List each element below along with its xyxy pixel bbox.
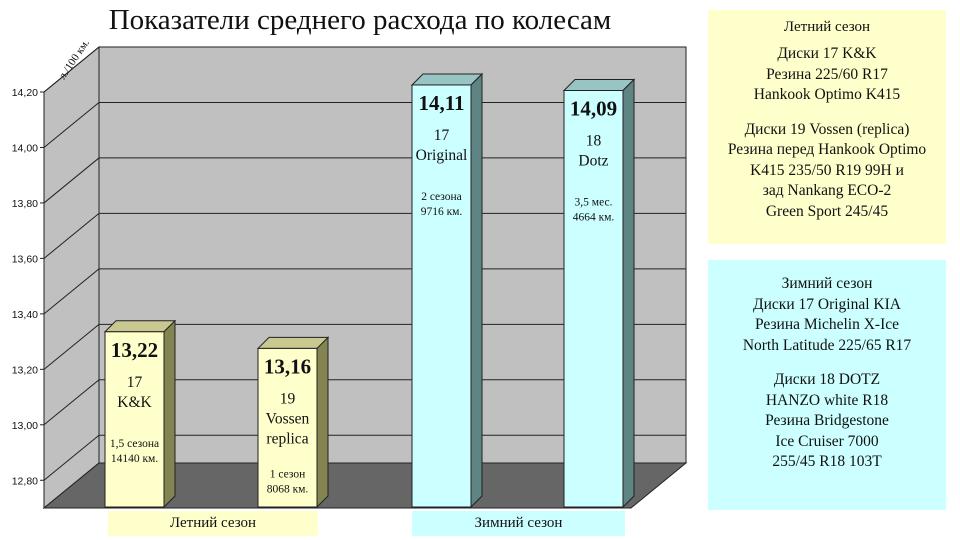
winter-info-line: Диски 17 Original KIA [753, 295, 901, 313]
bar-value-label: 13,22 [111, 338, 158, 362]
summer-info-line: Green Sport 245/45 [765, 202, 889, 220]
bar-wheel-label: replica [266, 430, 308, 447]
gridline [43, 46, 686, 93]
bar-note-label: 1,5 сезона [110, 438, 159, 450]
gridline [43, 323, 686, 370]
bar-value-label: 14,11 [418, 91, 464, 115]
bar-wheel-label: 18 [586, 133, 602, 150]
bar-value-label: 13,16 [264, 354, 311, 378]
bar-wheel-label: 19 [280, 390, 296, 407]
summer-info-line: Диски 19 Vossen (replica) [744, 120, 910, 138]
y-tick-label: 13,20 [12, 364, 38, 376]
y-tick-label: 13,60 [12, 253, 38, 265]
chart-title: Показатели среднего расхода по колесам [108, 4, 612, 36]
bar-side [316, 336, 329, 509]
chart-side-wall [43, 45, 100, 510]
y-tick-label: 13,40 [12, 309, 38, 321]
bar-top [256, 336, 330, 349]
y-tick-label: 13,00 [12, 420, 38, 432]
bar-note-label: 8068 км. [267, 483, 309, 495]
y-tick-label: 12,80 [12, 475, 38, 487]
gridline [43, 212, 686, 259]
bar-wheel-label: Dotz [578, 153, 608, 170]
bar-side [470, 72, 483, 509]
bar-wheel-label: K&K [117, 394, 152, 411]
summer-season-info-box: Летний сезон Диски 17 K&K Резина 225/60 … [708, 10, 946, 244]
bar [563, 90, 624, 508]
bar-note-label: 2 сезона [421, 191, 462, 203]
summer-info-line: Резина 225/60 R17 [766, 65, 888, 83]
winter-info-title: Зимний сезон [781, 275, 873, 292]
bar-wheel-label: 17 [434, 127, 450, 144]
winter-info-line: Диски 18 DOTZ [773, 371, 881, 388]
winter-info-line: HANZO white R18 [765, 391, 889, 409]
bar-chart: 12,80 13,00 13,20 13,40 13,60 13,80 14,00 14,20… [12, 37, 688, 510]
gridline [43, 268, 686, 315]
y-tick-label: 14,00 [12, 142, 38, 154]
winter-info-line: Ice Cruiser 7000 [775, 432, 879, 450]
winter-group-label: Зимний сезон [412, 511, 625, 536]
summer-info-line: K415 235/50 R19 99H и [750, 161, 904, 179]
summer-info-title: Летний сезон [783, 19, 871, 35]
bar-wheel-label: 17 [127, 374, 143, 391]
bar-note-label: 3,5 мес. [575, 197, 613, 209]
gridline [43, 434, 686, 481]
bar-wheel-label: Original [416, 147, 468, 164]
y-tick-label: 14,20 [12, 87, 38, 99]
winter-season-info-box: Зимний сезон Диски 17 Original KIA Резин… [708, 260, 946, 510]
summer-info-line: зад Nankang ECO-2 [762, 182, 892, 199]
bar-note-label: 4664 км. [573, 212, 615, 224]
gridline [43, 379, 686, 426]
bar-wheel-label: Vossen [266, 410, 310, 427]
winter-info-line: Резина Michelin X-Ice [754, 316, 900, 333]
summer-info-line: Hankook Optimo K415 [753, 86, 901, 103]
gridline [43, 157, 686, 204]
bar-top [410, 73, 484, 86]
winter-info-line: North Latitude 225/65 R17 [742, 336, 912, 354]
bar-note-label: 1 сезон [270, 468, 306, 480]
bar [411, 84, 472, 508]
chart-floor [42, 462, 688, 509]
bar-top [103, 320, 177, 333]
gridline [43, 101, 686, 148]
summer-info-line: Диски 17 K&K [777, 45, 877, 62]
winter-info-line: Резина Bridgestone [765, 412, 889, 429]
bar-side [163, 319, 176, 509]
y-tick-label: 13,80 [12, 198, 38, 210]
bar [257, 347, 318, 508]
bar-value-label: 14,09 [570, 97, 617, 121]
winter-info-line: 255/45 R18 103T [772, 453, 882, 470]
bar [104, 331, 165, 508]
bar-note-label: 9716 км. [421, 206, 463, 218]
bar-side [622, 78, 635, 509]
summer-info-line: Резина перед Hankook Optimo [727, 141, 927, 158]
bar-top [562, 79, 636, 92]
summer-group-label: Летний сезон [108, 511, 318, 536]
bar-note-label: 14140 км. [111, 453, 158, 465]
